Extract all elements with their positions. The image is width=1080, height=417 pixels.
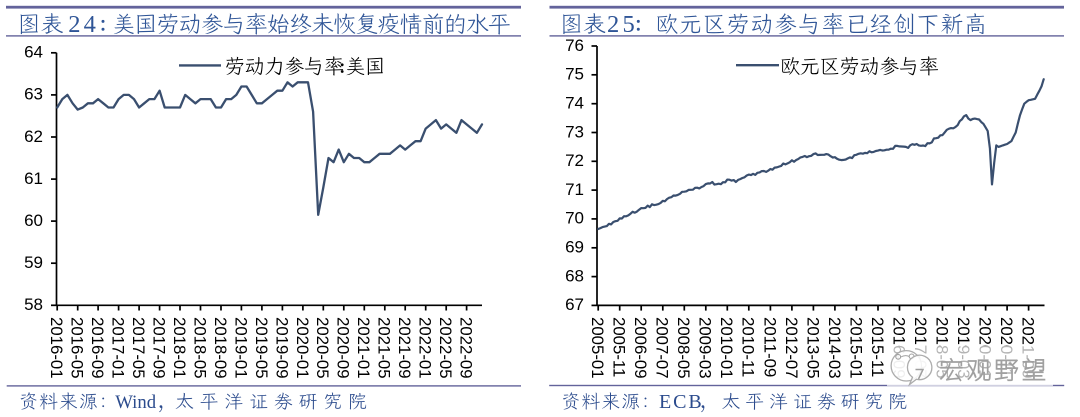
svg-text:75: 75 — [565, 65, 584, 84]
svg-text:2020-05: 2020-05 — [313, 317, 332, 379]
svg-text:2008-05: 2008-05 — [674, 317, 693, 379]
svg-text:2015-01: 2015-01 — [846, 317, 865, 379]
svg-text:2016-01: 2016-01 — [47, 317, 66, 379]
svg-text:2018-05: 2018-05 — [190, 317, 209, 379]
svg-text:2019-05: 2019-05 — [252, 317, 271, 379]
svg-text:2009-03: 2009-03 — [696, 317, 715, 379]
svg-text:Wind: Wind — [115, 392, 156, 413]
svg-text:2012-07: 2012-07 — [782, 317, 801, 379]
svg-text:2005-11: 2005-11 — [610, 317, 629, 377]
svg-text:63: 63 — [24, 85, 43, 104]
svg-text:69: 69 — [565, 238, 584, 257]
svg-text:2015-11: 2015-11 — [868, 317, 887, 377]
svg-text:2014-03: 2014-03 — [825, 317, 844, 379]
svg-text:2020-09: 2020-09 — [334, 317, 353, 379]
svg-text:2011-09: 2011-09 — [760, 317, 779, 377]
svg-text:24: 24 — [68, 11, 99, 38]
svg-text:2021-05: 2021-05 — [375, 317, 394, 379]
svg-text:2022-05: 2022-05 — [436, 317, 455, 379]
svg-text:72: 72 — [565, 151, 584, 170]
svg-text:61: 61 — [24, 169, 43, 188]
svg-text:2010-01: 2010-01 — [717, 317, 736, 379]
svg-text:2013-05: 2013-05 — [803, 317, 822, 379]
svg-text:2021-01: 2021-01 — [354, 317, 373, 379]
svg-text:60: 60 — [24, 211, 43, 230]
svg-text:67: 67 — [565, 295, 584, 314]
svg-text:2020-01: 2020-01 — [293, 317, 312, 379]
svg-text:2005-01: 2005-01 — [588, 317, 607, 379]
svg-text:76: 76 — [565, 36, 584, 55]
svg-text:2022-09: 2022-09 — [457, 317, 476, 379]
svg-text:2016-05: 2016-05 — [68, 317, 87, 379]
svg-text:2021-09: 2021-09 — [395, 317, 414, 379]
svg-text:2016-09: 2016-09 — [88, 317, 107, 379]
svg-text:62: 62 — [24, 127, 43, 146]
svg-text:64: 64 — [24, 43, 43, 62]
svg-text:2007-07: 2007-07 — [653, 317, 672, 379]
svg-text:2017-01: 2017-01 — [109, 317, 128, 379]
svg-text:2018-09: 2018-09 — [211, 317, 230, 379]
svg-text:73: 73 — [565, 122, 584, 141]
svg-text:71: 71 — [565, 180, 584, 199]
svg-text:2017-05: 2017-05 — [129, 317, 148, 379]
svg-text:2006-09: 2006-09 — [631, 317, 650, 379]
svg-text:70: 70 — [565, 209, 584, 228]
svg-text:59: 59 — [24, 253, 43, 272]
svg-text:2018-01: 2018-01 — [170, 317, 189, 379]
svg-text:ECB: ECB — [659, 391, 704, 413]
svg-text:2010-11: 2010-11 — [739, 317, 758, 377]
svg-text:2019-01: 2019-01 — [231, 317, 250, 379]
svg-text:25: 25 — [607, 11, 638, 38]
svg-text:74: 74 — [565, 94, 584, 113]
svg-text:2019-09: 2019-09 — [272, 317, 291, 379]
svg-text:2022-01: 2022-01 — [416, 317, 435, 379]
svg-text:2017-09: 2017-09 — [150, 317, 169, 379]
svg-text:58: 58 — [24, 295, 43, 314]
svg-text:68: 68 — [565, 266, 584, 285]
